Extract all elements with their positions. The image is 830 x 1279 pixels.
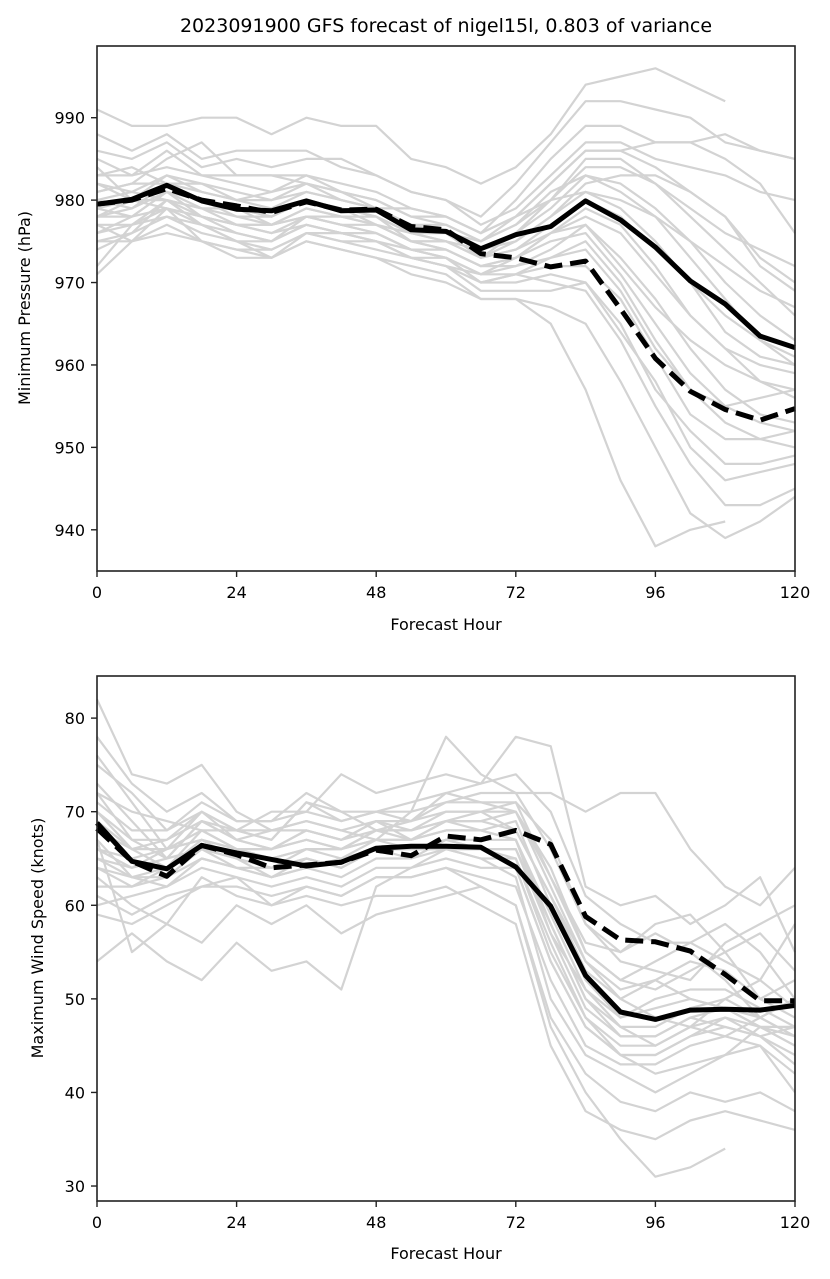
chart-title: 2023091900 GFS forecast of nigel15l, 0.8…	[180, 15, 712, 37]
pressure-member-line-26	[96, 199, 796, 408]
pressure-member-line-17	[96, 223, 726, 548]
wind-member-line-25	[96, 792, 796, 1047]
pressure-member-line-4	[96, 141, 796, 284]
wind-member-line-22	[96, 838, 795, 1075]
pressure-x-ticks: 0 24 48 72 96 120	[92, 571, 810, 602]
wind-x-tick-label: 0	[92, 1213, 102, 1232]
pressure-plot-frame	[96, 45, 796, 572]
wind-x-tick-label: 24	[226, 1213, 246, 1232]
wind-y-tick-label: 40	[65, 1083, 85, 1102]
wind-y-tick-label: 30	[65, 1177, 85, 1196]
wind-member-line-21	[96, 839, 796, 1057]
pressure-member-line-11	[96, 199, 796, 449]
wind-member-line-0	[96, 698, 796, 907]
pressure-y-tick-label: 940	[54, 521, 85, 540]
wind-x-ticks: 0 24 48 72 96 120	[92, 1201, 810, 1232]
pressure-member-line-22	[96, 166, 796, 268]
wind-x-tick-label: 72	[506, 1213, 526, 1232]
pressure-x-tick-label: 120	[780, 583, 811, 602]
wind-x-axis-label: Forecast Hour	[390, 1244, 502, 1263]
pressure-member-line-21	[96, 215, 796, 399]
wind-member-line-18	[96, 801, 796, 982]
pressure-member-line-8	[97, 199, 796, 391]
wind-member-line-15	[96, 866, 726, 1178]
pressure-y-tick-label: 990	[54, 109, 85, 128]
wind-member-line-13	[95, 839, 796, 1113]
pressure-x-tick-label: 72	[506, 583, 526, 602]
wind-x-tick-label: 120	[780, 1213, 811, 1232]
wind-member-line-24	[96, 838, 796, 1038]
wind-member-line-17	[96, 810, 796, 991]
wind-plot-frame	[96, 675, 796, 1202]
pressure-y-tick-label: 960	[54, 356, 85, 375]
pressure-member-line-3	[96, 133, 796, 226]
wind-member-line-23	[96, 810, 796, 1019]
pressure-x-axis-label: Forecast Hour	[390, 615, 502, 634]
wind-ensemble-members	[95, 698, 796, 1178]
wind-y-tick-label: 80	[65, 709, 85, 728]
wind-x-tick-label: 48	[366, 1213, 386, 1232]
wind-main-series	[95, 821, 796, 1022]
wind-member-line-2	[96, 764, 796, 982]
wind-y-axis-label: Maximum Wind Speed (knots)	[28, 818, 47, 1059]
pressure-x-tick-label: 0	[92, 583, 102, 602]
pressure-dashed-line	[96, 186, 796, 423]
pressure-y-axis-label: Minimum Pressure (hPa)	[15, 211, 34, 405]
pressure-main-series	[96, 182, 796, 423]
pressure-y-tick-label: 980	[54, 191, 85, 210]
pressure-y-tick-label: 950	[54, 438, 85, 457]
wind-x-tick-label: 96	[645, 1213, 665, 1232]
wind-y-tick-label: 50	[65, 990, 85, 1009]
pressure-y-ticks: 940 950 960 970 980 990	[54, 109, 97, 540]
pressure-member-line-0	[96, 67, 726, 185]
pressure-member-line-5	[96, 157, 796, 317]
pressure-y-tick-label: 970	[54, 274, 85, 293]
wind-dashed-line	[95, 826, 795, 1004]
pressure-x-tick-label: 96	[645, 583, 665, 602]
wind-member-line-7	[96, 838, 796, 1038]
pressure-ensemble-members	[96, 67, 796, 548]
pressure-member-line-19	[96, 141, 796, 235]
pressure-x-tick-label: 24	[226, 583, 246, 602]
pressure-panel: 0 24 48 72 96 120 940 950 960 970 980 990 Forecast…	[15, 45, 810, 634]
pressure-x-tick-label: 48	[366, 583, 386, 602]
pressure-member-line-12	[96, 199, 796, 441]
wind-y-ticks: 30 40 50 60 70 80	[65, 709, 97, 1196]
wind-y-tick-label: 70	[65, 803, 85, 822]
wind-y-tick-label: 60	[65, 896, 85, 915]
